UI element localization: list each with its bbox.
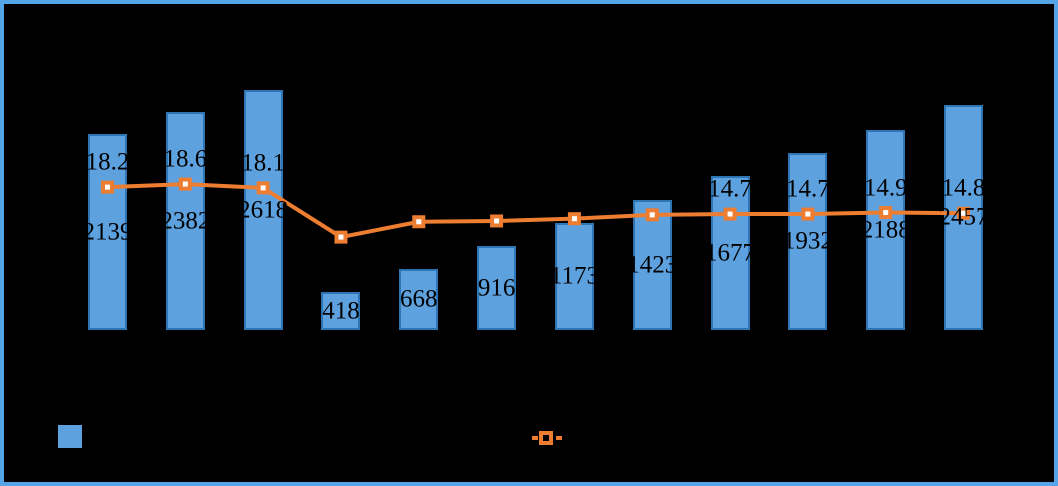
bar [788,152,828,330]
line-point-marker-center [571,216,577,222]
line-point-marker-center [649,212,655,218]
legend-line-dash-right [556,436,562,440]
bar-value-label: 1423 [627,251,678,279]
line-point-marker-center [416,219,422,225]
line-value-label: 14.7 [786,175,830,203]
legend-line-swatch [532,431,562,445]
bar [632,199,672,330]
line-point-marker-center [260,185,266,191]
bar [554,222,594,330]
bar-value-label: 2457 [938,203,989,231]
bar-value-label: 2618 [238,196,289,224]
line-point-marker-center [727,211,733,217]
line-point-marker-center [105,184,110,190]
line-point-marker-center [883,210,889,216]
bar-value-label: 916 [477,274,516,302]
bar [399,268,439,330]
bar [243,90,283,330]
bar [477,246,517,330]
bar-value-label: 1677 [705,239,756,267]
line-point-marker-center [805,211,811,217]
legend-line-dash-left [532,436,538,440]
bar-value-label: 2139 [82,218,133,246]
line-value-label: 14.7 [708,175,752,203]
line-value-label: 18.1 [241,149,285,177]
line-value-label: 18.6 [163,145,208,173]
bar-value-label: 1173 [549,262,599,290]
line-value-label: 14.9 [863,174,908,202]
line-series-path [107,182,964,240]
line-value-label: 18.2 [85,148,130,176]
bar-value-label: 2188 [860,216,911,244]
line-point-marker-center [182,181,188,187]
legend-line-marker-icon [539,431,553,445]
bar-value-label: 668 [400,285,438,313]
legend-marker-hole [543,435,549,441]
bar-value-label: 1932 [782,227,833,255]
line-point-marker-center [961,210,967,216]
legend-bar-swatch [58,425,82,448]
line-value-label: 14.8 [941,174,986,202]
bar-value-label: 2382 [160,207,211,235]
bar [866,129,906,330]
bar [165,111,205,330]
bar [88,134,127,330]
line-point-marker-center [338,234,344,240]
line-point-marker-center [494,218,500,224]
bar-value-label: 418 [322,297,360,325]
bar [321,291,361,330]
bar [710,176,750,330]
